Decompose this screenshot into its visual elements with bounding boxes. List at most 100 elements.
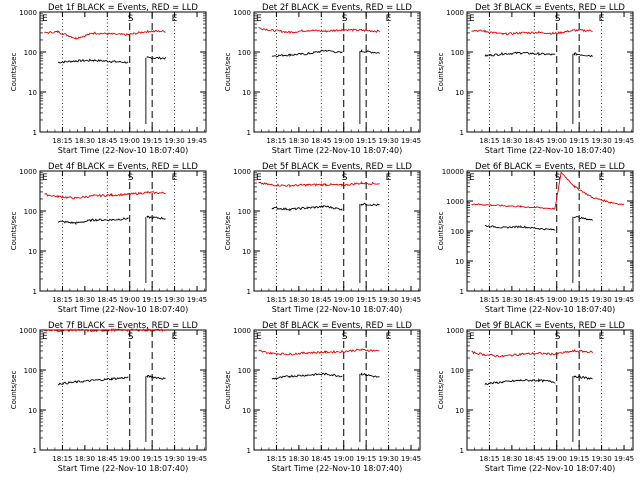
marker-S: S [342,173,348,183]
plot-frame [253,11,421,133]
y-tick-label: 10 [242,89,251,97]
x-axis-label: Start Time (22-Nov-10 18:07:40) [58,146,188,155]
x-tick-label: 19:30 [379,455,399,463]
series-lld-line [258,27,380,35]
y-tick-label: 100 [238,49,251,57]
x-tick-label: 19:00 [120,296,140,304]
panel-title: Det 6f BLACK = Events, RED = LLD [475,162,625,172]
y-tick-label: 1 [33,129,37,137]
marker-E: E [386,173,392,183]
y-tick-label: 1000 [233,168,251,176]
y-tick-label: 10 [242,248,251,256]
x-tick-label: 18:30 [75,137,95,145]
x-tick-label: 19:30 [379,296,399,304]
marker-E-left: E [42,14,48,24]
y-axis-label: Counts/sec [224,53,232,92]
x-tick-label: 19:00 [547,137,567,145]
series-events-line [57,56,166,64]
marker-E-left: E [469,332,475,342]
x-axis-label: Start Time (22-Nov-10 18:07:40) [58,464,188,473]
y-axis-label: Counts/sec [10,371,18,410]
y-tick-label: 1 [247,447,251,455]
panel-title: Det 9f BLACK = Events, RED = LLD [475,321,625,331]
x-tick-label: 18:45 [311,137,331,145]
x-tick-label: 19:15 [356,296,376,304]
x-tick-label: 19:15 [569,137,589,145]
y-tick-label: 10 [455,258,464,266]
plot-frame [466,170,634,292]
marker-S: S [128,14,134,24]
x-tick-label: 18:45 [524,455,544,463]
marker-E-left: E [42,332,48,342]
panel-det-6: Det 6f BLACK = Events, RED = LLD 1 10 100 10… [437,162,634,314]
series-events-line [57,215,166,225]
x-tick-label: 19:15 [142,137,162,145]
x-tick-label: 18:15 [479,296,499,304]
x-tick-label: 19:15 [569,455,589,463]
y-tick-label: 100 [24,49,37,57]
marker-E-left: E [256,173,262,183]
x-tick-label: 19:00 [120,455,140,463]
marker-E: E [599,173,605,183]
x-tick-label: 18:45 [524,137,544,145]
x-tick-label: 19:00 [334,455,354,463]
x-tick-label: 19:30 [592,296,612,304]
panel-det-9: Det 9f BLACK = Events, RED = LLD 1 10 100 10… [437,321,634,473]
series-lld-line [44,327,166,333]
series-lld-line [44,29,166,40]
y-tick-label: 1000 [233,327,251,335]
panel-title: Det 2f BLACK = Events, RED = LLD [262,3,412,13]
panel-title: Det 8f BLACK = Events, RED = LLD [262,321,412,331]
marker-S: S [128,332,134,342]
x-axis-label: Start Time (22-Nov-10 18:07:40) [272,146,402,155]
x-tick-label: 19:00 [334,296,354,304]
panel-title: Det 4f BLACK = Events, RED = LLD [48,162,198,172]
marker-S: S [555,14,561,24]
marker-E-left: E [42,173,48,183]
x-tick-label: 19:00 [120,137,140,145]
plot-frame [39,329,207,451]
x-tick-label: 18:15 [266,455,286,463]
y-axis-label: Counts/sec [10,53,18,92]
plot-frame [39,11,207,133]
panel-title: Det 7f BLACK = Events, RED = LLD [48,321,198,331]
x-tick-label: 19:15 [142,296,162,304]
series-events-line [271,202,380,212]
x-tick-label: 19:30 [592,137,612,145]
series-events-line [484,51,593,58]
panel-det-5: Det 5f BLACK = Events, RED = LLD 1 10 100 10… [224,162,421,314]
x-axis-label: Start Time (22-Nov-10 18:07:40) [485,464,615,473]
y-axis-label: Counts/sec [224,212,232,251]
y-tick-label: 10 [455,407,464,415]
x-axis-label: Start Time (22-Nov-10 18:07:40) [272,305,402,314]
x-tick-label: 18:45 [97,137,117,145]
plot-frame [466,329,634,451]
x-tick-label: 19:45 [614,296,634,304]
x-tick-label: 18:45 [524,296,544,304]
panel-det-1: Det 1f BLACK = Events, RED = LLD 1 10 100 10… [10,3,207,155]
y-tick-label: 10000 [442,168,464,176]
x-tick-label: 18:45 [311,455,331,463]
y-tick-label: 1000 [233,9,251,17]
y-tick-label: 1000 [19,168,37,176]
x-tick-label: 19:45 [187,455,207,463]
y-tick-label: 1000 [19,9,37,17]
series-lld-line [44,191,166,200]
y-tick-label: 10 [242,407,251,415]
y-tick-label: 1 [33,288,37,296]
x-tick-label: 19:30 [165,296,185,304]
marker-S: S [555,332,561,342]
plot-frame [253,329,421,451]
x-tick-label: 18:45 [311,296,331,304]
marker-E: E [386,14,392,24]
y-tick-label: 100 [451,228,464,236]
panel-det-8: Det 8f BLACK = Events, RED = LLD 1 10 100 10… [224,321,421,473]
series-events-line [484,375,593,385]
x-tick-label: 19:30 [165,455,185,463]
marker-E-left: E [256,14,262,24]
marker-E: E [599,14,605,24]
y-tick-label: 100 [24,367,37,375]
y-tick-label: 10 [28,89,37,97]
marker-E: E [599,332,605,342]
series-lld-line [471,28,593,36]
